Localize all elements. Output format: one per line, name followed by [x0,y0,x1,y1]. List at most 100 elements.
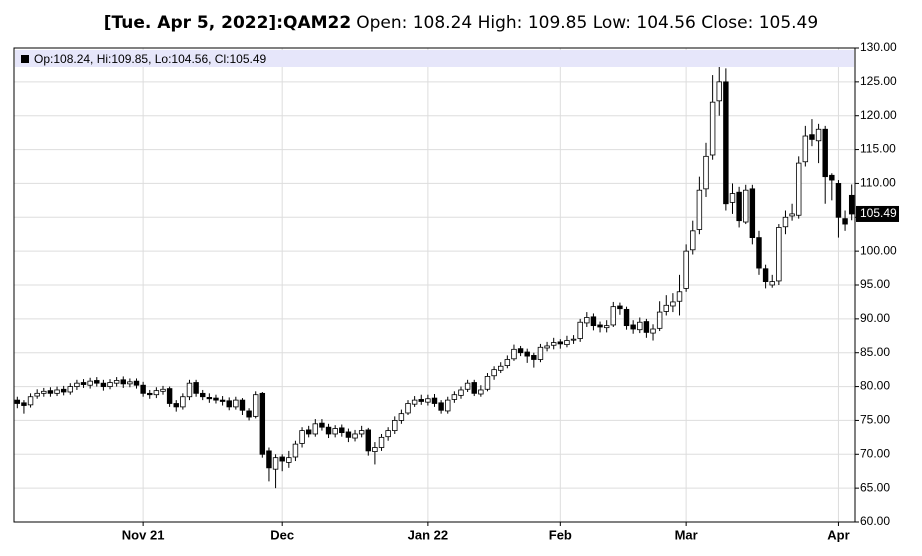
candle-body [491,369,497,377]
candle-body [584,317,590,324]
candle-body [458,389,464,396]
y-tick-label: 100.00 [860,243,897,257]
candle-body [21,402,27,406]
x-tick-label: Nov 21 [122,527,165,542]
candle-body [511,348,517,360]
candle-body [537,346,544,360]
candle-body [716,81,722,102]
candle-body [610,306,617,326]
candle-body [683,250,689,289]
title-symbol: [Tue. Apr 5, 2022]:QAM22 [104,13,351,33]
candle-body [723,81,729,205]
candle-body [809,134,815,140]
candle-body [286,457,292,463]
candle-body [305,429,312,435]
y-tick-label: 115.00 [860,142,896,156]
candle-body [345,431,352,438]
candle-body [292,443,299,458]
title-ohlc: Open: 108.24 High: 109.85 Low: 104.56 Cl… [356,13,818,33]
candle-body [570,338,577,341]
candle-body [14,399,21,404]
candle-body [729,193,736,203]
candle-body [166,388,173,404]
candle-body [756,237,762,269]
candle-body [74,382,80,387]
candle-body [107,382,113,387]
candle-body [319,422,325,428]
candle-body [41,390,47,394]
candle-body [405,403,411,414]
candle-body [802,135,809,163]
x-tick-label: Dec [270,527,294,542]
candle-body [378,436,385,448]
y-tick-label: 80.00 [860,379,890,393]
candle-body [630,324,636,330]
candle-body [94,380,100,384]
candle-body [696,189,703,230]
legend-text: Op:108.24, Hi:109.85, Lo:104.56, Cl:105.… [34,52,266,66]
candle-body [120,379,126,385]
candle-body [690,230,696,251]
candle-body [54,389,60,394]
candle-body [517,348,524,354]
candle-body [385,430,391,438]
candle-body [113,380,120,384]
candle-body [829,174,835,181]
candle-body [272,457,279,470]
x-tick-label: Apr [827,527,849,542]
y-tick-label: 90.00 [860,311,890,325]
candle-body [418,399,424,402]
candle-body [325,426,332,435]
candle-body [34,392,40,397]
candle-body [835,183,842,218]
candle-body [650,328,656,334]
candle-body [200,392,206,398]
x-tick-label: Jan 22 [408,527,448,542]
candle-body [259,392,266,455]
y-tick-label: 110.00 [860,176,896,190]
y-tick-label: 130.00 [860,40,897,54]
axis: 60.00 65.00 70.00 75.00 80.00 85.00 90.00 95.00… [122,40,899,542]
candle-body [219,399,226,402]
candle-body [782,216,789,228]
candle-body [339,427,345,434]
candle-body [656,311,663,329]
candle-body [332,428,338,435]
y-tick-label: 70.00 [860,446,890,460]
candle-body [252,394,259,417]
y-tick-label: 120.00 [860,108,897,122]
candle-body [213,397,219,401]
candle-body [193,382,199,394]
candle-body [160,388,166,392]
candle-body [392,420,398,431]
candle-body [438,402,444,411]
candle-body [411,399,418,405]
candles [14,61,855,489]
candle-body [233,399,239,408]
candle-body [100,382,107,387]
candle-body [60,388,67,393]
candle-body [663,304,669,312]
candle-body [623,308,630,327]
candle-body [67,386,74,393]
candle-body [147,392,153,396]
candle-body [431,397,438,404]
candle-body [498,365,504,371]
candle-body [749,188,756,239]
candle-body [484,376,491,390]
y-tick-label: 125.00 [860,74,897,88]
candle-body [80,382,87,385]
y-tick-label: 85.00 [860,345,890,359]
candle-body [471,382,477,394]
candle-body [266,450,272,469]
candle-body [531,355,537,360]
candle-body [478,389,484,395]
candle-body [709,101,716,156]
candle-body [425,398,431,403]
candle-body [789,213,795,217]
candle-body [597,324,603,328]
candle-body [398,413,405,421]
candle-body [564,340,570,345]
candle-body [848,194,855,215]
candle-body [590,316,597,327]
